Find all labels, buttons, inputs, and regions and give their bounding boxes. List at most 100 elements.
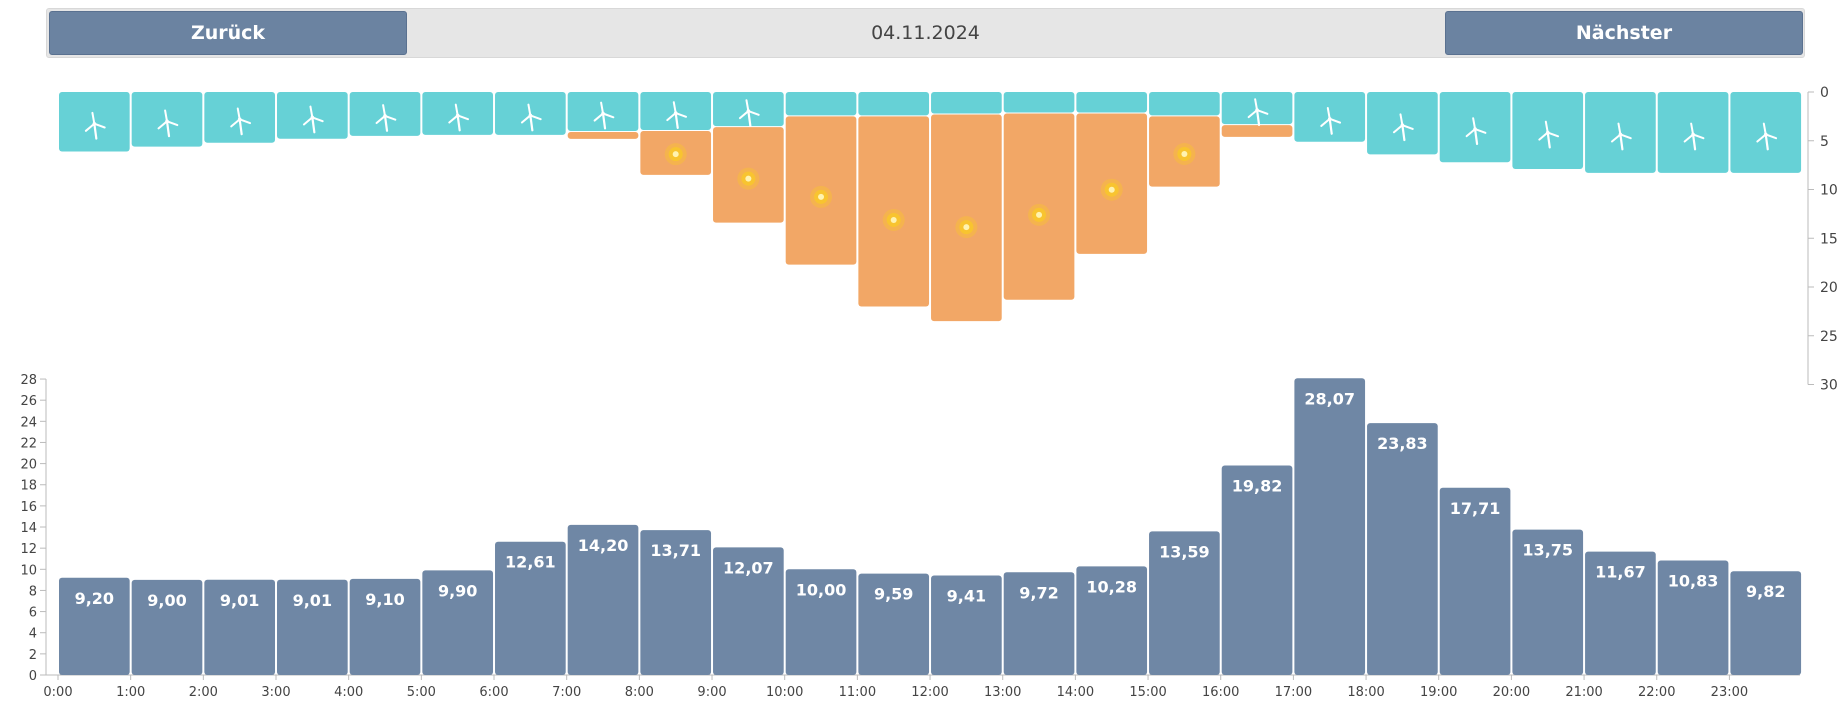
wind-turbine-icon xyxy=(1538,120,1560,149)
solar-bar xyxy=(567,132,639,139)
price-y-tick-label: 8 xyxy=(29,584,37,599)
sun-icon xyxy=(882,208,905,231)
wind-turbine-icon xyxy=(1756,122,1778,151)
price-x-tick-label: 2:00 xyxy=(189,685,218,700)
wind-turbine-icon xyxy=(666,101,688,129)
price-x-tick-label: 8:00 xyxy=(625,685,654,700)
price-y-tick-label: 16 xyxy=(20,500,37,515)
price-x-tick-label: 13:00 xyxy=(984,685,1021,700)
price-data-label: 10,83 xyxy=(1668,572,1719,591)
price-x-tick-label: 10:00 xyxy=(766,685,803,700)
price-x-tick-label: 20:00 xyxy=(1493,685,1530,700)
price-x-tick-label: 12:00 xyxy=(911,685,948,700)
price-x-tick-label: 14:00 xyxy=(1057,685,1094,700)
wind-bar xyxy=(1149,92,1220,116)
sun-icon xyxy=(1173,143,1196,166)
price-data-label: 13,59 xyxy=(1159,542,1210,561)
price-bar xyxy=(1439,487,1511,675)
generation-y-tick-label: 10 xyxy=(1820,183,1838,199)
price-x-tick-label: 3:00 xyxy=(261,685,290,700)
price-x-tick-label: 22:00 xyxy=(1638,685,1675,700)
price-bar xyxy=(1003,572,1075,675)
wind-bar xyxy=(1076,92,1148,113)
wind-turbine-icon xyxy=(84,111,106,140)
price-bar xyxy=(1221,465,1293,675)
price-data-label: 23,83 xyxy=(1377,434,1428,453)
price-x-tick-label: 15:00 xyxy=(1129,685,1166,700)
price-data-label: 14,20 xyxy=(578,536,629,555)
price-bar xyxy=(422,570,494,675)
price-data-label: 19,82 xyxy=(1232,477,1283,496)
solar-bar xyxy=(1003,113,1075,300)
wind-turbine-icon xyxy=(1465,117,1487,146)
price-data-label: 9,90 xyxy=(438,581,477,600)
solar-bar xyxy=(858,116,930,307)
price-bar xyxy=(713,547,784,675)
generation-chart: 0 5 10 15 20 25 30 xyxy=(59,85,1838,394)
price-y-tick-label: 20 xyxy=(20,458,37,473)
wind-turbine-icon xyxy=(1247,98,1269,127)
price-x-tick-label: 1:00 xyxy=(116,685,145,700)
price-x-tick-label: 9:00 xyxy=(697,685,726,700)
sun-icon xyxy=(1100,178,1123,201)
price-bar xyxy=(1076,566,1148,675)
price-data-label: 9,82 xyxy=(1746,582,1785,601)
price-bar xyxy=(1657,560,1729,675)
price-y-tick-label: 10 xyxy=(20,563,37,578)
price-x-tick-label: 6:00 xyxy=(479,685,508,700)
price-y-tick-label: 26 xyxy=(20,394,37,409)
price-data-label: 10,00 xyxy=(796,580,847,599)
price-bar xyxy=(567,524,639,675)
price-data-label: 9,10 xyxy=(365,590,404,609)
price-data-label: 17,71 xyxy=(1450,499,1501,518)
price-x-tick-label: 23:00 xyxy=(1711,685,1748,700)
wind-turbine-icon xyxy=(1320,107,1342,135)
price-y-tick-label: 24 xyxy=(20,415,37,430)
price-data-label: 12,61 xyxy=(505,553,556,572)
next-button[interactable]: Nächster xyxy=(1445,11,1803,55)
price-data-label: 12,07 xyxy=(723,558,774,577)
wind-turbine-icon xyxy=(448,103,470,132)
price-data-label: 9,01 xyxy=(220,591,259,610)
back-button[interactable]: Zurück xyxy=(49,11,407,55)
price-data-label: 10,28 xyxy=(1086,577,1137,596)
price-data-label: 28,07 xyxy=(1304,389,1355,408)
price-y-tick-label: 22 xyxy=(20,436,37,451)
price-x-tick-label: 21:00 xyxy=(1565,685,1602,700)
generation-y-tick-label: 15 xyxy=(1820,231,1838,247)
price-y-tick-label: 0 xyxy=(29,669,37,684)
price-bar xyxy=(640,530,712,675)
solar-bar xyxy=(931,114,1002,322)
price-y-tick-label: 2 xyxy=(29,648,37,663)
wind-turbine-icon xyxy=(1610,122,1632,151)
price-y-tick-label: 18 xyxy=(20,479,37,494)
price-bar xyxy=(349,578,421,675)
price-data-label: 13,71 xyxy=(650,541,701,560)
price-x-tick-label: 7:00 xyxy=(552,685,581,700)
price-bar xyxy=(785,569,857,675)
price-bar xyxy=(858,573,930,675)
price-x-tick-label: 18:00 xyxy=(1347,685,1384,700)
price-y-tick-label: 12 xyxy=(20,542,37,557)
price-data-label: 11,67 xyxy=(1595,563,1646,582)
price-bar xyxy=(1585,551,1656,675)
generation-y-tick-label: 20 xyxy=(1820,280,1838,296)
price-data-label: 9,41 xyxy=(947,587,986,606)
price-bar xyxy=(1149,531,1220,675)
generation-y-tick-label: 30 xyxy=(1820,378,1838,394)
generation-y-tick-label: 5 xyxy=(1820,134,1829,150)
price-bar xyxy=(1730,571,1802,675)
price-bar xyxy=(495,541,566,675)
price-data-label: 13,75 xyxy=(1522,541,1573,560)
wind-bar xyxy=(931,92,1002,114)
price-data-label: 9,72 xyxy=(1019,583,1058,602)
wind-turbine-icon xyxy=(593,101,615,130)
sun-icon xyxy=(664,143,687,166)
price-y-tick-label: 14 xyxy=(20,521,37,536)
price-y-tick-label: 4 xyxy=(29,627,37,642)
wind-turbine-icon xyxy=(302,105,324,134)
price-y-tick-label: 6 xyxy=(29,606,37,621)
wind-turbine-icon xyxy=(375,104,397,132)
wind-bar xyxy=(858,92,930,116)
